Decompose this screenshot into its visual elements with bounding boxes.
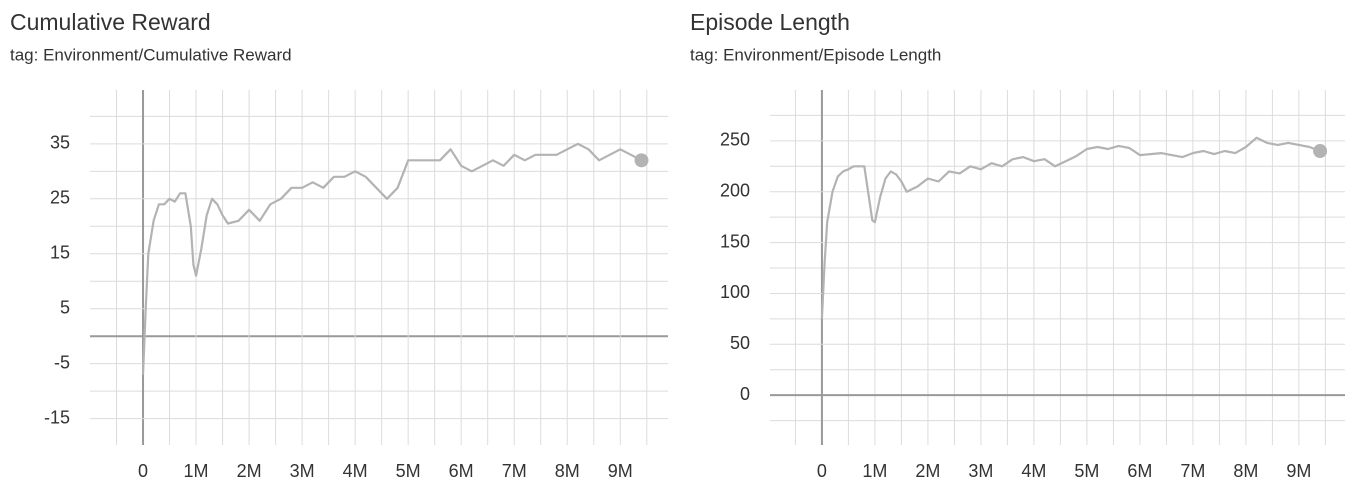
- y-tick-label: 5: [60, 297, 70, 317]
- y-tick-label: 50: [730, 333, 750, 353]
- x-tick-label: 1M: [862, 461, 887, 481]
- x-tick-label: 6M: [1127, 461, 1152, 481]
- x-tick-label: 3M: [968, 461, 993, 481]
- chart-subtitle: tag: Environment/Episode Length: [690, 45, 941, 64]
- x-tick-label: 2M: [237, 461, 262, 481]
- x-tick-label: 0: [138, 461, 148, 481]
- x-tick-label: 2M: [915, 461, 940, 481]
- y-tick-label: 0: [740, 384, 750, 404]
- y-tick-label: 200: [720, 180, 750, 200]
- series-line: [141, 142, 643, 375]
- x-tick-label: 9M: [1286, 461, 1311, 481]
- x-tick-label: 8M: [1233, 461, 1258, 481]
- x-tick-label: 0: [817, 461, 827, 481]
- x-tick-label: 3M: [290, 461, 315, 481]
- chart-subtitle: tag: Environment/Cumulative Reward: [10, 45, 292, 64]
- chart-panel: Cumulative Reward tag: Environment/Cumula…: [10, 9, 668, 481]
- y-tick-label: 35: [50, 133, 70, 153]
- y-tick-label: -15: [44, 407, 70, 427]
- chart-title: Cumulative Reward: [10, 9, 211, 35]
- x-tick-label: 9M: [608, 461, 633, 481]
- x-tick-label: 6M: [449, 461, 474, 481]
- end-marker: [634, 153, 649, 168]
- x-tick-label: 4M: [1021, 461, 1046, 481]
- chart-panel: Episode Length tag: Environment/Episode L…: [690, 9, 1345, 481]
- y-tick-label: 150: [720, 231, 750, 251]
- chart-title: Episode Length: [690, 9, 850, 35]
- x-tick-label: 4M: [343, 461, 368, 481]
- end-marker: [1313, 144, 1328, 159]
- x-tick-label: 7M: [1180, 461, 1205, 481]
- x-tick-label: 5M: [396, 461, 421, 481]
- y-tick-label: -5: [54, 352, 70, 372]
- x-tick-label: 5M: [1074, 461, 1099, 481]
- series-line: [820, 136, 1321, 319]
- x-tick-label: 1M: [184, 461, 209, 481]
- y-tick-label: 15: [50, 243, 70, 263]
- x-tick-label: 8M: [555, 461, 580, 481]
- y-tick-label: 100: [720, 282, 750, 302]
- y-tick-label: 250: [720, 130, 750, 150]
- x-tick-label: 7M: [502, 461, 527, 481]
- y-tick-label: 25: [50, 188, 70, 208]
